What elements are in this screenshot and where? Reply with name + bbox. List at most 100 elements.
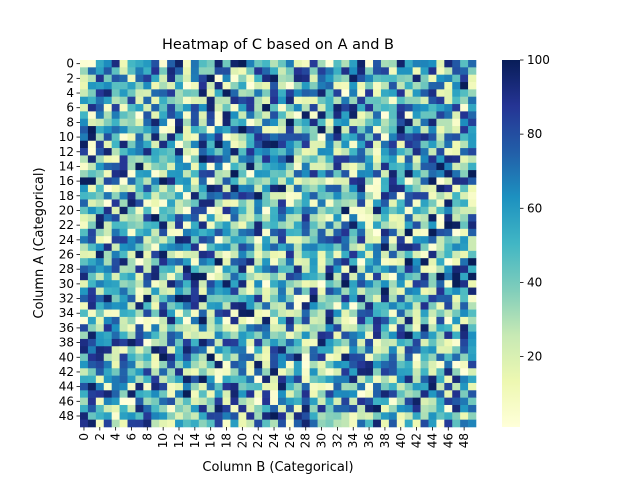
heatmap-cell	[119, 412, 128, 420]
heatmap-cell	[278, 258, 287, 266]
heatmap-cell	[175, 404, 184, 413]
heatmap-cell	[341, 118, 350, 127]
heatmap-cell	[444, 228, 453, 237]
heatmap-cell	[254, 228, 263, 237]
heatmap-cell	[238, 89, 247, 97]
heatmap-cell	[468, 228, 477, 237]
heatmap-cell	[428, 353, 437, 362]
heatmap-cell	[380, 74, 390, 83]
heatmap-cell	[317, 96, 326, 105]
heatmap-cell	[190, 272, 200, 281]
heatmap-cell	[198, 199, 208, 208]
heatmap-cell	[285, 140, 295, 149]
heatmap-cell	[285, 316, 295, 325]
heatmap-cell	[246, 375, 255, 384]
heatmap-cell	[278, 375, 287, 384]
heatmap-cell	[373, 360, 382, 369]
heatmap-cell	[341, 338, 350, 347]
heatmap-cell	[365, 280, 374, 288]
heatmap-cell	[396, 192, 406, 200]
heatmap-cell	[95, 258, 105, 266]
heatmap-cell	[190, 133, 200, 142]
heatmap-cell	[293, 382, 303, 391]
heatmap-cell	[198, 67, 208, 75]
heatmap-cell	[460, 302, 469, 310]
heatmap-cell	[151, 82, 160, 90]
heatmap-cell	[293, 228, 303, 237]
heatmap-cell	[238, 294, 247, 303]
heatmap-cell	[357, 419, 366, 428]
heatmap-cell	[365, 170, 374, 178]
heatmap-cell	[412, 177, 421, 186]
heatmap-cell	[468, 390, 477, 398]
heatmap-cell	[127, 390, 136, 398]
heatmap-cell	[325, 111, 334, 120]
heatmap-cell	[388, 360, 398, 369]
heatmap-cell	[111, 353, 120, 362]
heatmap-cell	[278, 192, 287, 200]
heatmap-cell	[436, 287, 445, 296]
heatmap-cell	[357, 170, 366, 178]
heatmap-cell	[452, 236, 461, 244]
heatmap-cell	[278, 60, 287, 68]
heatmap-cell	[285, 82, 295, 90]
heatmap-cell	[127, 111, 136, 120]
heatmap-cell	[246, 404, 255, 413]
heatmap-cell	[404, 294, 413, 303]
heatmap-cell	[143, 228, 152, 237]
heatmap-cell	[80, 258, 89, 266]
heatmap-cell	[190, 170, 200, 178]
heatmap-cell	[175, 89, 184, 97]
heatmap-cell	[143, 390, 152, 398]
heatmap-cell	[111, 294, 120, 303]
heatmap-cell	[238, 243, 247, 252]
heatmap-cell	[127, 287, 136, 296]
heatmap-cell	[182, 324, 192, 332]
heatmap-cell	[135, 214, 144, 222]
heatmap-cell	[468, 126, 477, 134]
heatmap-cell	[135, 89, 144, 97]
heatmap-cell	[167, 287, 176, 296]
heatmap-cell	[333, 67, 342, 75]
heatmap-cell	[349, 250, 358, 259]
heatmap-cell	[365, 155, 374, 164]
heatmap-cell	[309, 360, 318, 369]
heatmap-cell	[388, 89, 398, 97]
heatmap-cell	[254, 353, 263, 362]
heatmap-cell	[293, 67, 303, 75]
heatmap-cell	[460, 104, 469, 112]
heatmap-cell	[103, 214, 112, 222]
heatmap-cell	[420, 104, 429, 112]
heatmap-cell	[373, 162, 382, 171]
heatmap-cell	[175, 140, 184, 149]
heatmap-cell	[349, 184, 358, 193]
heatmap-cell	[452, 353, 461, 362]
heatmap-cell	[230, 126, 239, 134]
heatmap-cell	[103, 338, 112, 347]
heatmap-cell	[452, 104, 461, 112]
heatmap-cell	[460, 360, 469, 369]
heatmap-cell	[452, 360, 461, 369]
heatmap-cell	[460, 140, 469, 149]
heatmap-cell	[341, 206, 350, 215]
heatmap-cell	[333, 133, 342, 142]
heatmap-cell	[230, 111, 239, 120]
heatmap-cell	[206, 214, 215, 222]
heatmap-cell	[159, 287, 168, 296]
heatmap-cell	[309, 287, 318, 296]
heatmap-cell	[388, 265, 398, 274]
heatmap-cell	[270, 243, 279, 252]
heatmap-cell	[214, 375, 223, 384]
heatmap-cell	[341, 258, 350, 266]
heatmap-cell	[468, 199, 477, 208]
heatmap-cell	[293, 368, 303, 376]
heatmap-cell	[190, 214, 200, 222]
y-tick-label: 36	[59, 321, 74, 335]
heatmap-cell	[111, 302, 120, 310]
y-tick-label: 48	[59, 409, 74, 423]
heatmap-cell	[373, 250, 382, 259]
heatmap-cell	[341, 228, 350, 237]
heatmap-cell	[444, 258, 453, 266]
heatmap-cell	[373, 324, 382, 332]
heatmap-cell	[293, 280, 303, 288]
